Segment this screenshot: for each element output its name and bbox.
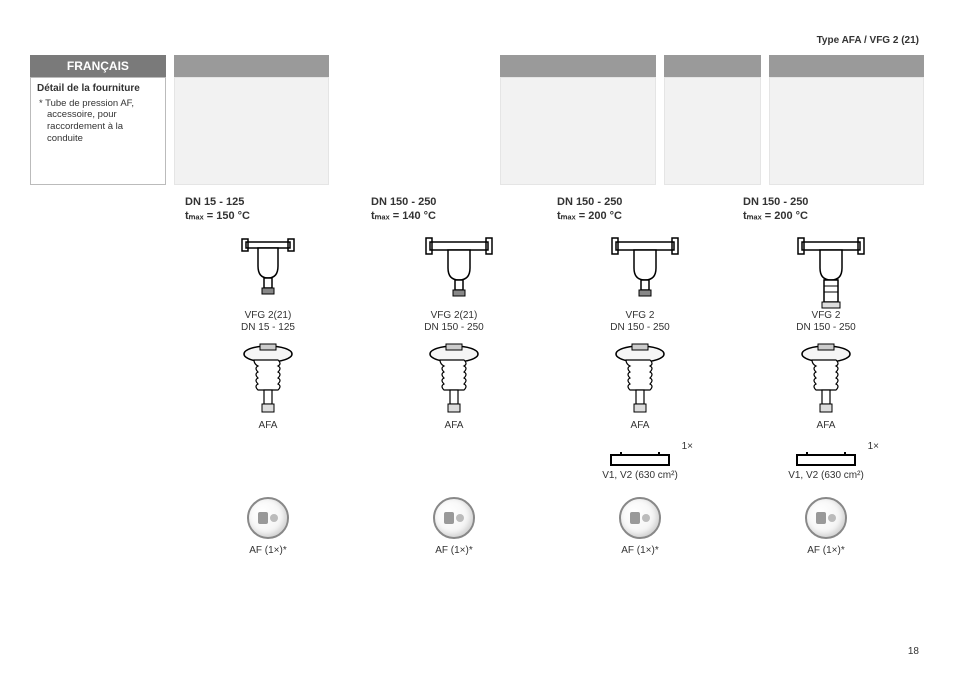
lang-body-empty-2 [500,77,655,185]
variant-tmax-0: tₘₐₓ = 150 °C [185,210,250,222]
valve-icon-0 [238,236,298,304]
valve-dn-1: DN 150 - 250 [424,322,483,333]
extra-row-3: 1× V1, V2 (630 cm²) [733,441,919,481]
valve-icon-3 [796,236,856,304]
lang-col-empty-3 [664,55,761,185]
lang-col-empty-4 [769,55,924,185]
variant-col-3: DN 150 - 250 tₘₐₓ = 200 °C VFG 2 DN 150 … [733,195,919,556]
af-label-2: AF (1×)* [621,545,659,556]
variant-title-3: DN 150 - 250 tₘₐₓ = 200 °C [733,195,919,224]
valve-icon-2 [610,236,670,304]
af-row-0: AF (1×)* [247,497,289,556]
lang-header-fr: FRANÇAIS [30,55,166,77]
language-box-row: FRANÇAIS Détail de la fourniture * Tube … [30,55,924,185]
count-2: 1× [682,441,693,452]
lang-col-empty-2 [500,55,655,185]
af-icon-2 [619,497,661,539]
valve-label-1: VFG 2(21) DN 150 - 250 [424,310,483,334]
variant-dn-2: DN 150 - 250 [557,196,622,208]
valve-dn-2: DN 150 - 250 [610,322,669,333]
variant-col-0: DN 15 - 125 tₘₐₓ = 150 °C VFG 2(21) DN 1… [175,195,361,556]
lang-header-empty-2 [500,55,655,77]
fr-subtitle: Détail de la fourniture [37,83,159,96]
v1v2-box-icon-2 [610,454,670,466]
count-3: 1× [868,441,879,452]
variant-tmax-2: tₘₐₓ = 200 °C [557,210,622,222]
valve-dn-0: DN 15 - 125 [241,322,295,333]
af-row-3: AF (1×)* [805,497,847,556]
valve-model-0: VFG 2(21) [245,310,292,321]
af-icon-3 [805,497,847,539]
actuator-label-3: AFA [817,420,836,431]
variant-tmax-1: tₘₐₓ = 140 °C [371,210,436,222]
v1v2-box-icon-3 [796,454,856,466]
variant-col-2: DN 150 - 250 tₘₐₓ = 200 °C VFG 2 DN 150 … [547,195,733,556]
af-row-2: AF (1×)* [619,497,661,556]
variant-title-1: DN 150 - 250 tₘₐₓ = 140 °C [361,195,547,224]
actuator-label-0: AFA [259,420,278,431]
v1v2-label-2: V1, V2 (630 cm²) [602,470,678,481]
variant-title-0: DN 15 - 125 tₘₐₓ = 150 °C [175,195,361,224]
actuator-icon-0 [240,344,296,416]
main-content: FRANÇAIS Détail de la fourniture * Tube … [30,55,924,185]
v1v2-label-3: V1, V2 (630 cm²) [788,470,864,481]
actuator-label-1: AFA [445,420,464,431]
variant-dn-0: DN 15 - 125 [185,196,244,208]
actuator-label-2: AFA [631,420,650,431]
page-number: 18 [908,646,919,657]
lang-col-francais: FRANÇAIS Détail de la fourniture * Tube … [30,55,166,185]
af-label-0: AF (1×)* [249,545,287,556]
valve-dn-3: DN 150 - 250 [796,322,855,333]
af-label-3: AF (1×)* [807,545,845,556]
variants-grid: DN 15 - 125 tₘₐₓ = 150 °C VFG 2(21) DN 1… [175,195,919,556]
lang-gap [337,55,492,185]
variant-tmax-3: tₘₐₓ = 200 °C [743,210,808,222]
lang-header-empty-4 [769,55,924,77]
valve-model-2: VFG 2 [626,310,655,321]
extra-row-0 [175,441,361,481]
variant-col-1: DN 150 - 250 tₘₐₓ = 140 °C VFG 2(21) DN … [361,195,547,556]
af-icon-1 [433,497,475,539]
lang-col-empty-1 [174,55,329,185]
lang-header-empty-3 [664,55,761,77]
af-icon-0 [247,497,289,539]
extra-row-1 [361,441,547,481]
variant-title-2: DN 150 - 250 tₘₐₓ = 200 °C [547,195,733,224]
valve-label-0: VFG 2(21) DN 15 - 125 [241,310,295,334]
extra-row-2: 1× V1, V2 (630 cm²) [547,441,733,481]
lang-body-empty-3 [664,77,761,185]
valve-icon-1 [424,236,484,304]
variant-dn-3: DN 150 - 250 [743,196,808,208]
af-row-1: AF (1×)* [433,497,475,556]
fr-note: * Tube de pression AF, accessoire, pour … [37,98,159,146]
actuator-icon-2 [612,344,668,416]
lang-header-empty-1 [174,55,329,77]
valve-model-1: VFG 2(21) [431,310,478,321]
af-label-1: AF (1×)* [435,545,473,556]
actuator-icon-1 [426,344,482,416]
variant-dn-1: DN 150 - 250 [371,196,436,208]
valve-label-2: VFG 2 DN 150 - 250 [610,310,669,334]
lang-body-empty-4 [769,77,924,185]
lang-body-empty-1 [174,77,329,185]
actuator-icon-3 [798,344,854,416]
page-header: Type AFA / VFG 2 (21) [817,35,919,46]
lang-body-fr: Détail de la fourniture * Tube de pressi… [30,77,166,185]
